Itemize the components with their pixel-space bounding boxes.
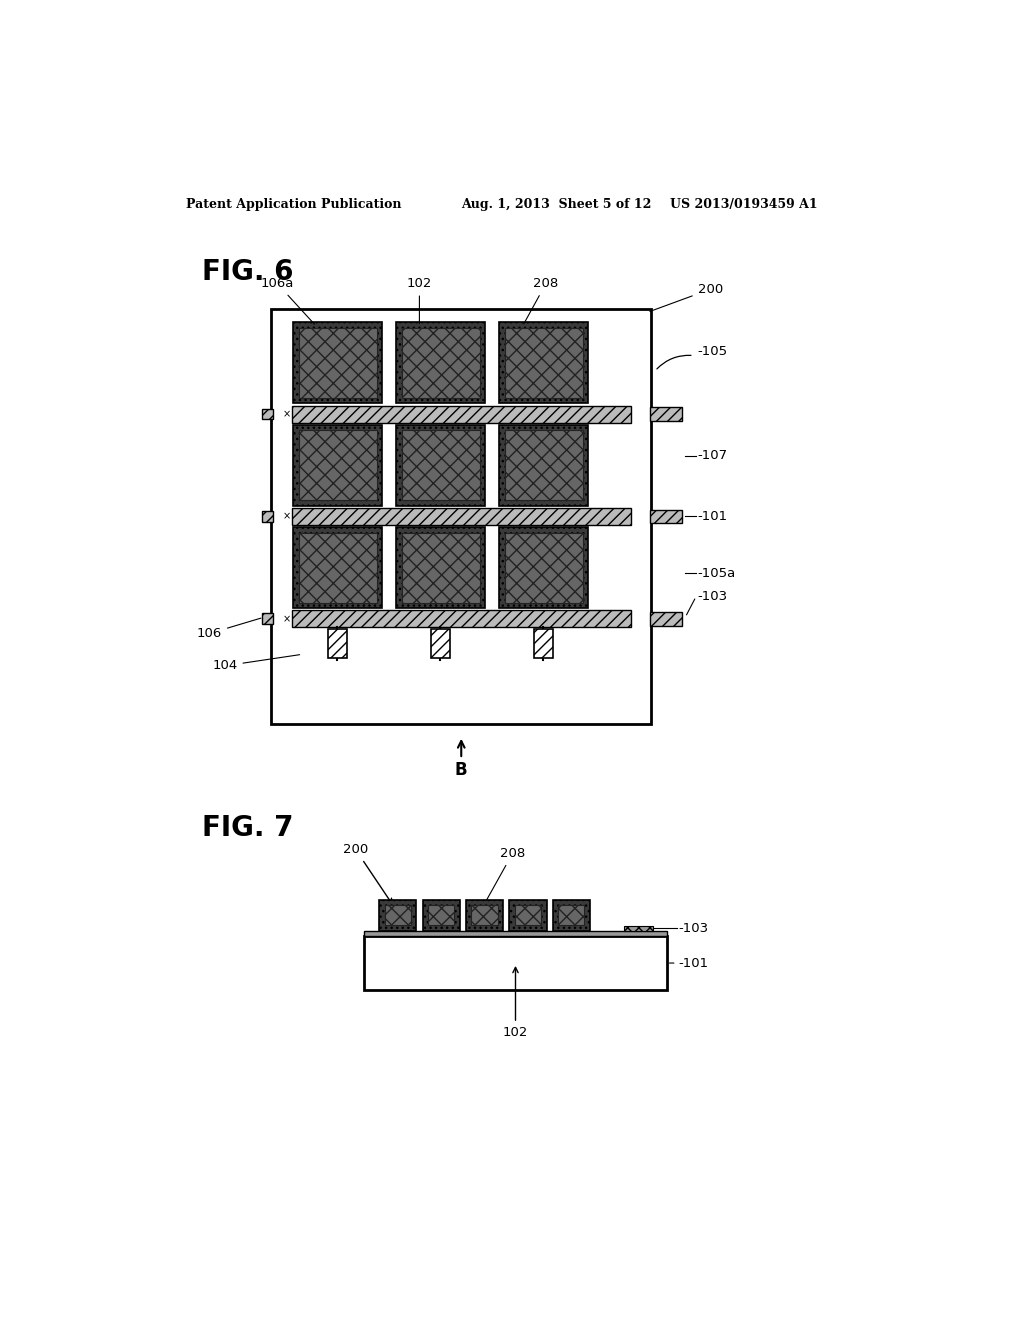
Text: US 2013/0193459 A1: US 2013/0193459 A1 <box>671 198 818 211</box>
Text: -105: -105 <box>697 345 728 358</box>
Bar <box>649 612 682 626</box>
Bar <box>428 906 455 925</box>
Bar <box>262 409 273 420</box>
Bar <box>328 628 346 659</box>
Bar <box>509 900 547 931</box>
Text: -101: -101 <box>697 510 728 523</box>
Bar <box>553 900 590 931</box>
Text: FIG. 7: FIG. 7 <box>202 814 293 842</box>
Bar <box>500 425 589 506</box>
Text: 200: 200 <box>343 843 392 904</box>
Bar <box>431 628 450 659</box>
Text: 102: 102 <box>407 277 432 323</box>
Text: 106a: 106a <box>261 277 314 325</box>
Bar <box>505 327 583 397</box>
Bar <box>471 906 498 925</box>
Bar <box>401 533 480 603</box>
Text: 200: 200 <box>650 282 723 312</box>
Text: B: B <box>455 760 468 779</box>
Bar <box>558 906 585 925</box>
Bar <box>505 533 583 603</box>
Bar <box>262 511 273 521</box>
Bar <box>299 430 377 500</box>
Text: -103: -103 <box>678 921 709 935</box>
Text: Patent Application Publication: Patent Application Publication <box>186 198 401 211</box>
Text: Aug. 1, 2013  Sheet 5 of 12: Aug. 1, 2013 Sheet 5 of 12 <box>461 198 651 211</box>
Bar <box>299 533 377 603</box>
Text: -105a: -105a <box>697 566 736 579</box>
Bar <box>292 508 631 525</box>
Bar <box>624 927 653 932</box>
Bar <box>379 900 417 931</box>
Bar <box>385 906 411 925</box>
Bar <box>365 931 667 936</box>
Bar <box>515 906 541 925</box>
Bar <box>466 900 503 931</box>
Bar <box>271 309 651 725</box>
Bar <box>500 322 589 404</box>
Bar <box>505 430 583 500</box>
Bar <box>299 327 377 397</box>
Bar <box>401 327 480 397</box>
Bar <box>535 628 553 659</box>
Bar <box>292 405 631 422</box>
Bar <box>423 900 460 931</box>
Text: 102: 102 <box>503 968 528 1039</box>
Bar <box>262 614 273 624</box>
Bar <box>649 407 682 421</box>
Bar <box>365 936 667 990</box>
Bar <box>396 322 485 404</box>
Bar <box>293 322 382 404</box>
Bar <box>293 425 382 506</box>
Text: ×: × <box>283 614 291 624</box>
Text: ×: × <box>283 409 291 418</box>
Bar <box>293 527 382 609</box>
Bar <box>500 527 589 609</box>
Bar <box>649 510 682 523</box>
Text: 208: 208 <box>485 847 525 902</box>
Text: -101: -101 <box>678 957 709 970</box>
Text: ×: × <box>283 511 291 521</box>
Bar <box>396 425 485 506</box>
Text: -103: -103 <box>697 590 728 603</box>
Bar <box>401 430 480 500</box>
Text: 104: 104 <box>212 655 300 672</box>
Text: 208: 208 <box>524 277 558 323</box>
Bar <box>292 610 631 627</box>
Text: 106: 106 <box>197 618 261 640</box>
Bar <box>396 527 485 609</box>
Text: -107: -107 <box>697 449 728 462</box>
Text: FIG. 6: FIG. 6 <box>202 259 293 286</box>
